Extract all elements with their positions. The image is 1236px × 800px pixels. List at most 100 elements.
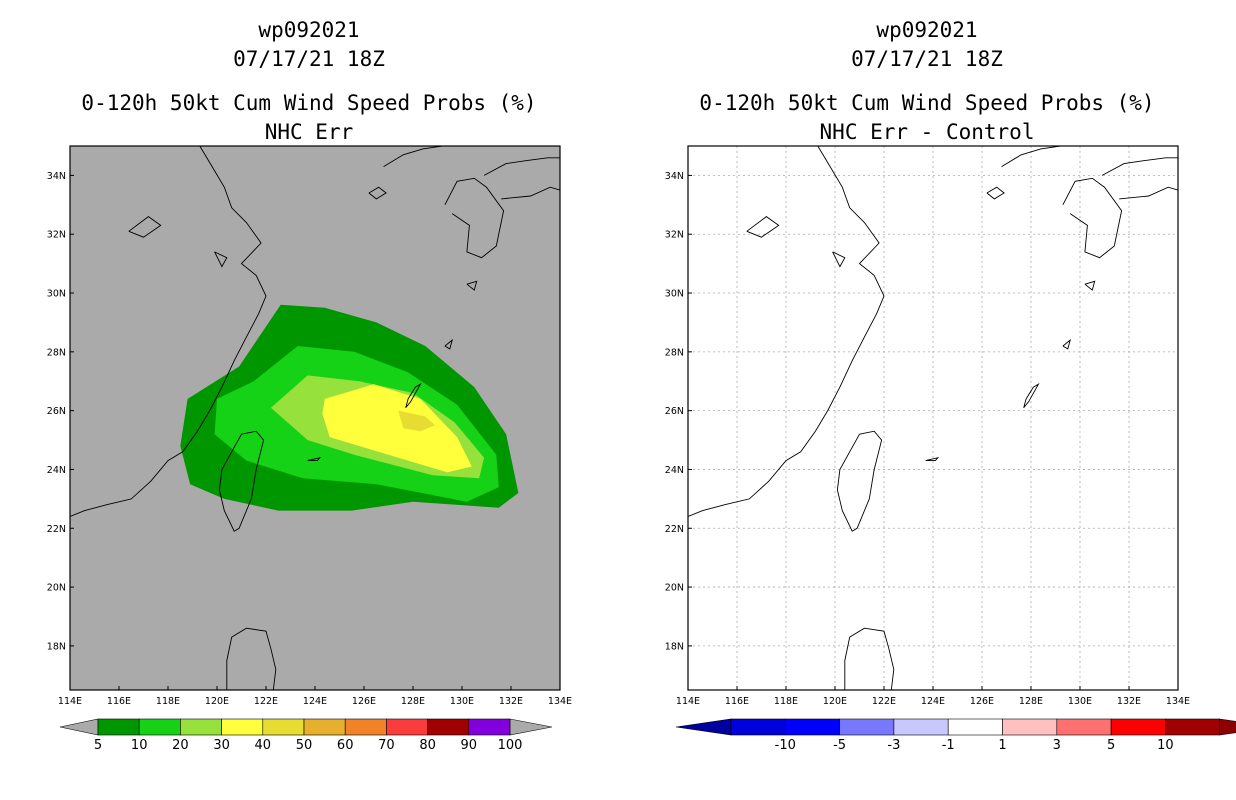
left-y-tick-label: 32N [47,230,66,241]
left-x-tick-label: 114E [58,696,82,707]
left-colorbar-label: 80 [419,738,436,753]
right-colorbar-label: 3 [1053,738,1061,753]
right-y-tick-label: 24N [665,465,684,476]
left-y-tick-label: 34N [47,171,66,182]
right-x-tick-label: 130E [1068,696,1092,707]
right-title-product: 0-120h 50kt Cum Wind Speed Probs (%) [699,91,1155,115]
left-x-tick-label: 132E [499,696,523,707]
left-contour-40 [398,410,436,432]
left-colorbar-swatch [303,718,346,736]
left-colorbar-end-left [59,718,99,736]
right-colorbar-label: 5 [1107,738,1115,753]
right-coastline [836,430,883,532]
right-y-tick-label: 20N [665,583,684,594]
left-coastline [214,251,228,268]
left-colorbar-end-right [509,718,553,736]
left-coastline [70,146,267,517]
right-coastline [844,627,895,690]
right-chart-panel: wp092021 07/17/21 18Z 0-120h 50kt Cum Wi… [618,0,1236,800]
left-coastline [444,177,505,259]
left-y-tick-label: 20N [47,583,66,594]
left-colorbar-swatch [344,718,387,736]
right-title-datetime: 07/17/21 18Z [851,47,1003,71]
left-coastline [226,627,277,690]
right-y-tick-label: 30N [665,289,684,300]
right-y-tick-label: 34N [665,171,684,182]
right-colorbar-swatch [893,718,949,736]
right-x-tick-label: 120E [823,696,847,707]
left-coastline [307,456,322,462]
left-colorbar-label: 60 [337,738,354,753]
left-coastline [368,186,387,200]
right-x-tick-label: 118E [774,696,798,707]
left-colorbar-label: 20 [172,738,189,753]
right-colorbar-swatch [1002,718,1058,736]
left-colorbar-swatch [262,718,305,736]
right-coastline [1001,146,1061,167]
left-colorbar-label: 40 [255,738,272,753]
right-x-tick-label: 126E [970,696,994,707]
right-colorbar-label: 1 [998,738,1006,753]
left-x-tick-label: 128E [401,696,425,707]
right-colorbar-end-left [675,718,732,736]
right-coastline [688,146,885,517]
left-coastline [383,146,443,167]
left-colorbar-label: 5 [94,738,102,753]
right-x-tick-label: 122E [872,696,896,707]
left-x-tick-label: 120E [205,696,229,707]
right-coastline [1101,157,1178,176]
left-coastline [444,338,454,350]
right-colorbar-swatch [947,718,1003,736]
right-coastline [1119,186,1178,200]
left-y-tick-label: 18N [47,641,66,652]
left-contour-30 [322,384,472,473]
left-colorbar-label: 30 [213,738,230,753]
left-colorbar-label: 50 [296,738,313,753]
right-coastline [746,216,780,238]
right-x-tick-label: 132E [1117,696,1141,707]
left-colorbar-swatch [138,718,181,736]
right-colorbar-label: -10 [775,738,796,753]
left-x-tick-label: 126E [352,696,376,707]
right-colorbar-label: -1 [942,738,955,753]
right-colorbar-swatch [1056,718,1112,736]
right-title-subtitle: NHC Err - Control [819,120,1035,144]
left-y-tick-label: 24N [47,465,66,476]
right-y-tick-label: 22N [665,524,684,535]
left-title-product: 0-120h 50kt Cum Wind Speed Probs (%) [81,91,537,115]
right-colorbar-swatch [730,718,786,736]
left-colorbar-swatch [180,718,222,736]
left-coastline [483,157,560,176]
right-x-tick-label: 134E [1166,696,1190,707]
right-colorbar-swatch [1165,718,1221,736]
right-coastline [1023,382,1040,408]
left-colorbar-swatch [221,718,264,736]
left-x-tick-label: 118E [156,696,180,707]
left-colorbar-swatch [97,718,140,736]
right-x-tick-label: 128E [1019,696,1043,707]
right-x-tick-label: 114E [676,696,700,707]
right-colorbar-label: -5 [833,738,846,753]
left-y-tick-label: 30N [47,289,66,300]
right-coastline [986,186,1005,200]
right-colorbar-end-right [1219,718,1236,736]
right-title-storm-id: wp092021 [876,18,978,42]
right-coastline [1062,177,1123,259]
right-difference-map: 114E 116E 118E 120E 122E 124E 126E 128E 130E 132E… [665,145,1236,753]
left-colorbar-label: 90 [461,738,478,753]
left-colorbar-swatch [386,718,428,736]
left-coastline [128,216,162,238]
left-chart-panel: wp092021 07/17/21 18Z 0-120h 50kt Cum Wi… [47,18,572,753]
right-colorbar-swatch [839,718,895,736]
left-colorbar-label: 10 [131,738,148,753]
left-plot-area [70,146,560,690]
right-x-tick-label: 124E [921,696,945,707]
left-title-datetime: 07/17/21 18Z [233,47,385,71]
right-y-tick-label: 28N [665,347,684,358]
left-colorbar-swatch [468,718,511,736]
left-colorbar-swatch [427,718,470,736]
left-y-tick-label: 22N [47,524,66,535]
left-coastline [218,430,265,532]
left-title-storm-id: wp092021 [258,18,360,42]
left-title-subtitle: NHC Err [264,120,354,144]
